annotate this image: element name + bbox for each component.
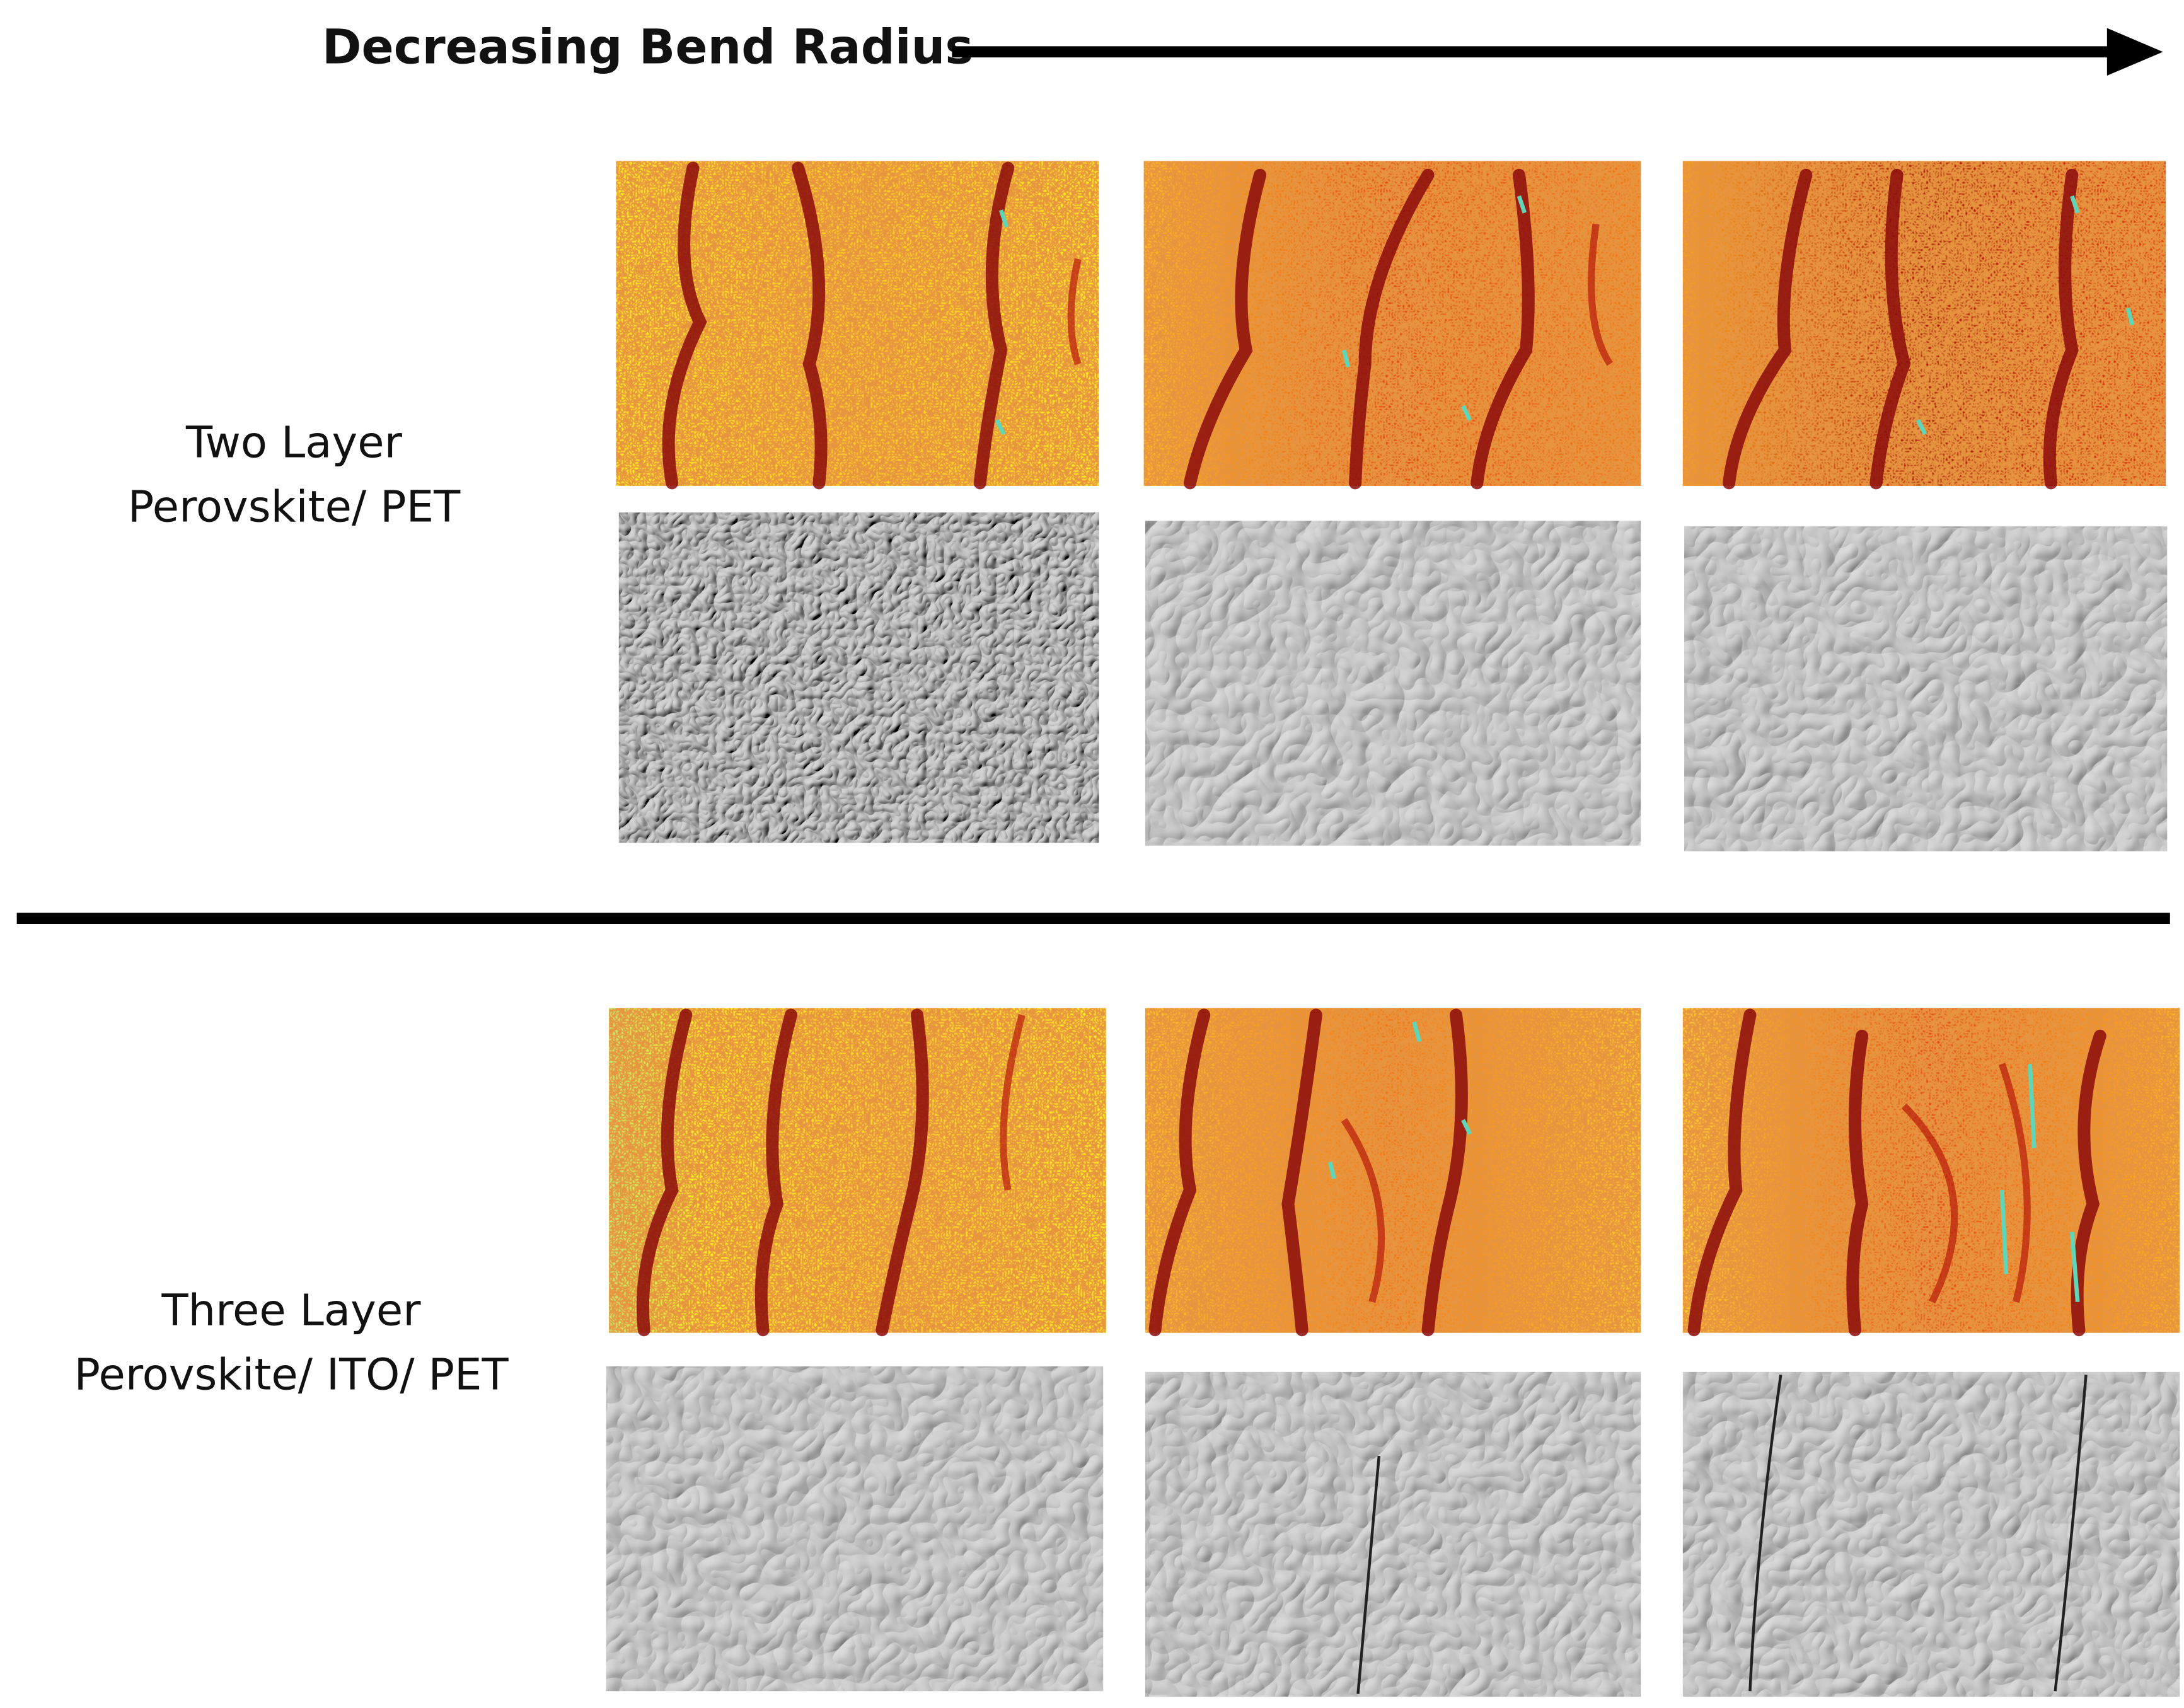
arrow xyxy=(952,28,2163,76)
strain-map xyxy=(616,161,1099,490)
micrograph xyxy=(1145,521,1641,846)
micrograph xyxy=(1682,1371,2180,1697)
row-label: Two Layer xyxy=(185,417,403,468)
micrograph xyxy=(1145,1371,1641,1697)
row-label: Perovskite/ PET xyxy=(128,482,461,533)
micrograph xyxy=(1684,526,2168,851)
title: Decreasing Bend Radius xyxy=(322,20,973,75)
strain-map xyxy=(1682,1008,2180,1337)
row-label: Three Layer xyxy=(161,1286,421,1336)
strain-map xyxy=(1145,1008,1641,1337)
strain-map xyxy=(1143,161,1641,490)
strain-map xyxy=(609,1008,1106,1337)
micrograph xyxy=(618,512,1099,843)
strain-map xyxy=(1682,161,2166,490)
row-label: Perovskite/ ITO/ PET xyxy=(74,1350,509,1400)
micrograph xyxy=(606,1366,1104,1692)
